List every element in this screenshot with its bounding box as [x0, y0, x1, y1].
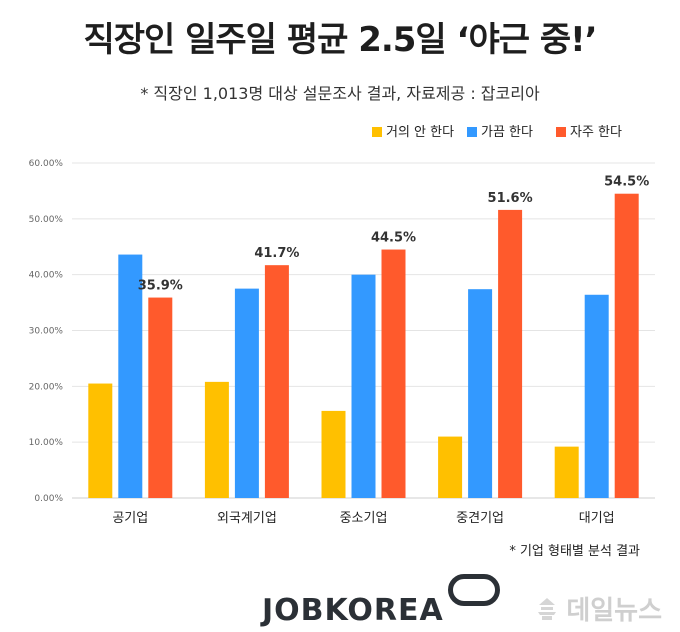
page-subtitle: * 직장인 1,013명 대상 설문조사 결과, 자료제공 : 잡코리아 — [140, 84, 540, 103]
logo-ring-icon — [447, 574, 500, 606]
bar — [148, 297, 173, 498]
y-tick-label: 0.00% — [34, 494, 63, 504]
footnote: * 기업 형태별 분석 결과 — [509, 544, 640, 559]
x-tick-label: 공기업 — [112, 511, 148, 526]
bar — [351, 274, 376, 498]
bar — [554, 446, 579, 498]
y-tick-label: 10.00% — [29, 438, 64, 448]
watermark-text: 데일뉴스 — [566, 596, 662, 626]
bar — [321, 410, 346, 498]
x-tick-label: 중견기업 — [456, 511, 504, 526]
logo-text: JOBKOREA — [262, 593, 444, 628]
watermark: 데일뉴스 — [534, 590, 662, 627]
legend-label: 거의 안 한다 — [386, 125, 454, 140]
bar — [118, 254, 143, 498]
bar — [204, 381, 229, 498]
x-tick-label: 대기업 — [579, 511, 615, 526]
bar — [381, 249, 406, 498]
page-title: 직장인 일주일 평균 2.5일 ‘야근 중!’ — [83, 20, 597, 60]
legend-swatch — [467, 127, 477, 137]
legend-swatch — [372, 127, 382, 137]
bar — [264, 265, 289, 498]
bar — [438, 436, 463, 498]
legend-label: 가끔 한다 — [481, 125, 533, 140]
bar — [584, 294, 609, 498]
bar — [498, 209, 523, 498]
x-tick-label: 중소기업 — [340, 511, 388, 526]
bar — [614, 193, 639, 498]
data-label: 44.5% — [371, 231, 416, 246]
y-tick-label: 50.00% — [29, 215, 64, 225]
y-tick-label: 20.00% — [29, 382, 64, 392]
data-label: 51.6% — [488, 191, 533, 206]
bar — [88, 383, 113, 498]
x-tick-label: 외국계기업 — [217, 511, 277, 526]
data-label: 41.7% — [254, 246, 299, 261]
legend-label: 자주 한다 — [570, 125, 622, 140]
data-label: 35.9% — [138, 279, 183, 294]
bar — [468, 289, 493, 498]
bar — [234, 288, 259, 498]
data-label: 54.5% — [604, 175, 649, 190]
bar-chart: 0.00% 10.00% 20.00% 30.00% 40.00% 50.00% 60.00… — [29, 125, 655, 526]
y-tick-label: 60.00% — [29, 159, 64, 169]
pagoda-icon — [538, 597, 557, 620]
jobkorea-logo: JOBKOREA — [262, 574, 500, 626]
y-tick-label: 40.00% — [29, 271, 64, 281]
y-tick-label: 30.00% — [29, 327, 64, 337]
legend-swatch — [556, 127, 566, 137]
